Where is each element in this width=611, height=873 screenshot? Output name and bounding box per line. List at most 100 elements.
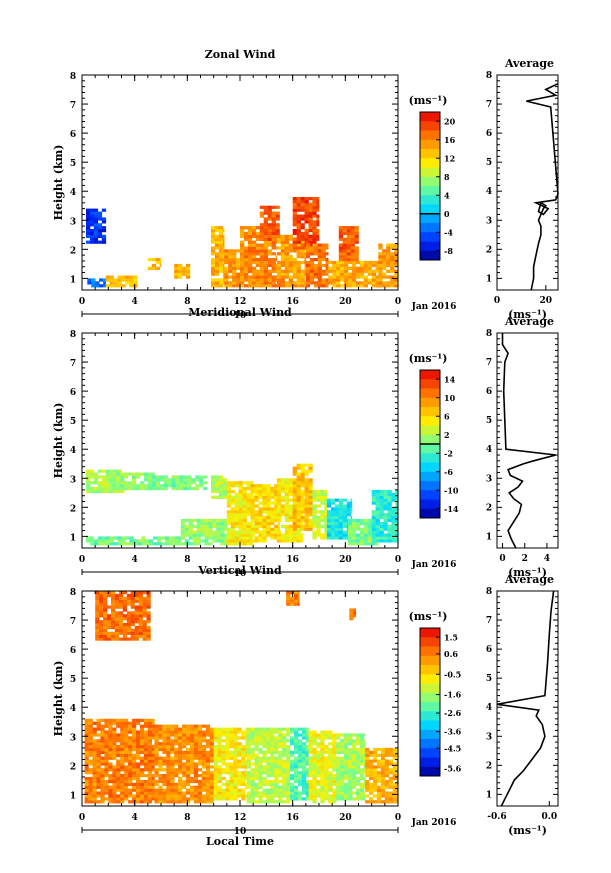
- heatmap-cell: [375, 498, 380, 502]
- heatmap-cell: [332, 739, 337, 743]
- heatmap-cell: [388, 753, 393, 757]
- heatmap-cell: [271, 220, 276, 224]
- heatmap-cell: [116, 739, 121, 743]
- heatmap-cell: [296, 539, 301, 543]
- heatmap-cell: [262, 733, 267, 737]
- heatmap-cell: [394, 272, 399, 276]
- heatmap-cell: [332, 774, 337, 778]
- heatmap-cell: [258, 536, 263, 540]
- heatmap-cell: [340, 269, 345, 273]
- heatmap-cell: [92, 785, 97, 789]
- heatmap-cell: [233, 779, 238, 784]
- heatmap-cell: [132, 753, 137, 757]
- heatmap-cell: [284, 258, 290, 262]
- heatmap-cell: [344, 774, 349, 778]
- heatmap-cell: [275, 240, 278, 244]
- heatmap-cell: [254, 756, 259, 760]
- heatmap-cell: [151, 759, 155, 763]
- heatmap-cell: [378, 272, 383, 276]
- heatmap-cell: [220, 530, 225, 534]
- heatmap-cell: [297, 794, 303, 798]
- heatmap-cell: [336, 736, 341, 740]
- heatmap-cell: [84, 782, 89, 786]
- heatmap-cell: [136, 745, 141, 749]
- heatmap-cell: [369, 774, 374, 778]
- heatmap-cell: [244, 275, 249, 279]
- heatmap-cell: [93, 487, 99, 491]
- heatmap-cell: [271, 226, 276, 230]
- heatmap-cell: [340, 260, 345, 265]
- heatmap-cell: [229, 765, 234, 769]
- heatmap-cell: [182, 739, 187, 743]
- heatmap-cell: [346, 510, 351, 514]
- heatmap-cell: [316, 214, 320, 218]
- heatmap-cell: [267, 269, 272, 273]
- heatmap-cell: [290, 768, 295, 772]
- heatmap-cell: [244, 246, 249, 250]
- heatmap-cell: [251, 226, 257, 230]
- heatmap-cell: [300, 492, 305, 496]
- heatmap-cell: [166, 750, 171, 754]
- heatmap-cell: [325, 243, 329, 247]
- heatmap-cell: [116, 478, 121, 482]
- heatmap-cell: [126, 628, 132, 632]
- x-tick-label: 0: [79, 297, 85, 307]
- heatmap-cell: [359, 521, 364, 526]
- heatmap-cell: [147, 739, 152, 743]
- heatmap-cell: [122, 631, 127, 635]
- heatmap-cell: [382, 281, 387, 285]
- heatmap-cell: [242, 527, 247, 531]
- heatmap-cell: [221, 768, 226, 772]
- heatmap-cell: [274, 788, 279, 792]
- heatmap-cell: [116, 768, 121, 772]
- heatmap-cell: [108, 721, 113, 725]
- heatmap-cell: [217, 771, 222, 775]
- heatmap-cell: [325, 269, 329, 273]
- heatmap-cell: [354, 234, 359, 238]
- heatmap-cell: [313, 252, 318, 256]
- heatmap-cell: [122, 628, 127, 632]
- heatmap-cell: [262, 753, 267, 757]
- heatmap-cell: [258, 771, 263, 775]
- heatmap-cell: [266, 530, 271, 534]
- heatmap-cell: [217, 747, 222, 752]
- heatmap-cell: [292, 481, 297, 485]
- profile-y-tick-label: 7: [486, 358, 492, 368]
- heatmap-cell: [136, 736, 141, 740]
- heatmap-cell: [371, 501, 376, 505]
- heatmap-cell: [282, 727, 287, 731]
- heatmap-cell: [254, 765, 259, 769]
- heatmap-cell: [178, 753, 183, 757]
- heatmap-cell: [338, 243, 344, 247]
- heatmap-cell: [118, 602, 124, 606]
- heatmap-cell: [346, 252, 351, 256]
- heatmap-cell: [134, 637, 139, 641]
- heatmap-cell: [300, 510, 305, 514]
- heatmap-cell: [221, 730, 226, 734]
- colorbar-swatch: [420, 370, 440, 380]
- heatmap-cell: [284, 237, 290, 241]
- heatmap-cell: [288, 492, 293, 496]
- heatmap-cell: [99, 602, 104, 606]
- heatmap-cell: [229, 794, 234, 798]
- heatmap-cell: [86, 469, 91, 473]
- heatmap-cell: [184, 530, 189, 534]
- heatmap-cell: [288, 281, 293, 285]
- heatmap-cell: [308, 507, 313, 511]
- heatmap-cell: [270, 771, 275, 775]
- heatmap-cell: [294, 593, 299, 598]
- heatmap-cell: [154, 745, 159, 749]
- heatmap-cell: [245, 730, 247, 734]
- heatmap-cell: [179, 487, 184, 491]
- heatmap-cell: [217, 768, 222, 772]
- heatmap-cell: [93, 489, 99, 494]
- heatmap-cell: [254, 484, 259, 488]
- heatmap-cell: [380, 788, 386, 792]
- heatmap-cell: [186, 800, 191, 804]
- heatmap-cell: [359, 747, 365, 752]
- heatmap-cell: [296, 504, 301, 508]
- heatmap-cell: [365, 794, 370, 798]
- heatmap-cell: [297, 762, 303, 766]
- heatmap-cell: [336, 745, 341, 749]
- heatmap-cell: [224, 539, 228, 543]
